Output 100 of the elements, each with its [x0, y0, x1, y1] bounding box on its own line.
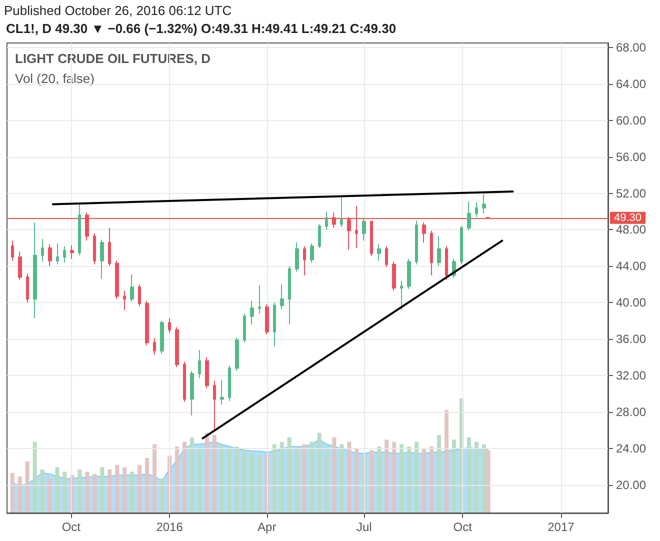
bar: [430, 446, 434, 513]
candlestick: [63, 246, 66, 264]
candlestick: [475, 202, 478, 218]
candlestick: [93, 232, 96, 265]
candlestick: [467, 200, 471, 232]
candlestick: [78, 202, 81, 256]
x-tick-label: 2017: [548, 520, 575, 534]
bar: [486, 450, 490, 513]
y-tick-label: 40.00: [616, 296, 646, 310]
y-tick-label: 68.00: [616, 40, 646, 55]
bar: [482, 444, 486, 513]
bar: [130, 472, 134, 513]
bar: [234, 446, 239, 513]
candlestick: [407, 258, 411, 290]
bar: [160, 478, 164, 513]
bar: [25, 461, 30, 513]
x-tick-label: Oct: [453, 520, 473, 534]
candlestick: [482, 194, 486, 214]
bar: [437, 435, 442, 513]
candlestick: [392, 261, 396, 292]
candlestick: [362, 218, 366, 242]
y-tick-label: 32.00: [616, 368, 646, 382]
candlestick: [228, 364, 231, 402]
chart-subtitle: CL1!, D 49.30 ▼ −0.66 (−1.32%) O:49.31 H:49.41 L:49.21 C:49.30: [6, 21, 396, 36]
ref-line-label: 49.30: [614, 212, 642, 224]
candlestick: [460, 226, 463, 265]
candlestick: [250, 300, 254, 325]
bar: [220, 444, 224, 513]
candlestick: [220, 380, 224, 406]
bar: [392, 442, 396, 513]
candlestick: [145, 300, 149, 346]
candlestick: [422, 222, 426, 243]
y-tick-label: 48.00: [616, 222, 646, 237]
bar: [32, 442, 37, 513]
bar: [332, 437, 336, 513]
bar: [444, 410, 449, 513]
candlestick: [370, 220, 373, 257]
candlestick: [123, 290, 126, 310]
candlestick: [18, 251, 22, 280]
bar: [204, 432, 209, 513]
candlestick: [41, 238, 44, 262]
bar: [190, 437, 194, 513]
candlestick: [26, 272, 29, 304]
bar: [212, 435, 216, 513]
bar: [466, 437, 471, 513]
y-tick-label: 36.00: [616, 332, 646, 346]
candlestick: [445, 246, 448, 280]
bar: [92, 474, 97, 513]
x-tick-label: Apr: [258, 520, 276, 534]
bar: [152, 444, 157, 513]
bar: [317, 432, 322, 513]
bar: [324, 450, 329, 513]
candlestick: [486, 216, 490, 220]
bar: [55, 467, 60, 513]
candlestick: [332, 212, 336, 228]
bar: [85, 472, 90, 513]
candlestick: [385, 246, 388, 268]
bar: [340, 444, 344, 513]
candlestick: [347, 216, 351, 250]
candlestick: [295, 242, 299, 272]
bar: [474, 442, 478, 513]
bar: [452, 440, 456, 513]
candlestick: [153, 338, 156, 356]
bar: [310, 442, 314, 513]
bar: [287, 437, 292, 513]
bar: [175, 446, 180, 513]
candlestick: [183, 361, 186, 402]
candlestick: [310, 242, 314, 264]
y-tick-label: 28.00: [616, 404, 646, 419]
y-tick-label: 56.00: [616, 150, 646, 164]
bar: [40, 469, 44, 513]
bar: [400, 444, 404, 513]
bar: [108, 469, 112, 513]
candlestick: [48, 244, 52, 267]
bar: [78, 469, 82, 513]
candlestick: [265, 304, 269, 335]
bar: [242, 450, 246, 513]
text: LIGHT CRUDE OIL FUTURES, D: [15, 51, 210, 66]
x-tick-label: 2016: [156, 520, 184, 534]
bar: [257, 456, 262, 513]
candlestick: [33, 222, 37, 319]
y-tick-label: 52.00: [616, 186, 646, 200]
bar: [115, 464, 120, 513]
bar: [197, 450, 202, 513]
bar: [347, 442, 352, 513]
candlestick: [355, 206, 358, 248]
bar: [182, 442, 187, 513]
bar: [145, 458, 150, 513]
candlestick: [273, 302, 276, 347]
bar: [370, 450, 374, 513]
candlestick: [108, 227, 111, 267]
candlestick: [235, 336, 239, 372]
candlestick: [70, 244, 74, 260]
bar: [354, 448, 359, 513]
candlestick: [85, 212, 89, 242]
bar: [280, 442, 284, 513]
candlestick: [437, 236, 441, 267]
candlestick: [100, 239, 104, 280]
text: Published October 26, 2016 06:12 UTC: [4, 3, 232, 18]
bar: [10, 472, 14, 513]
